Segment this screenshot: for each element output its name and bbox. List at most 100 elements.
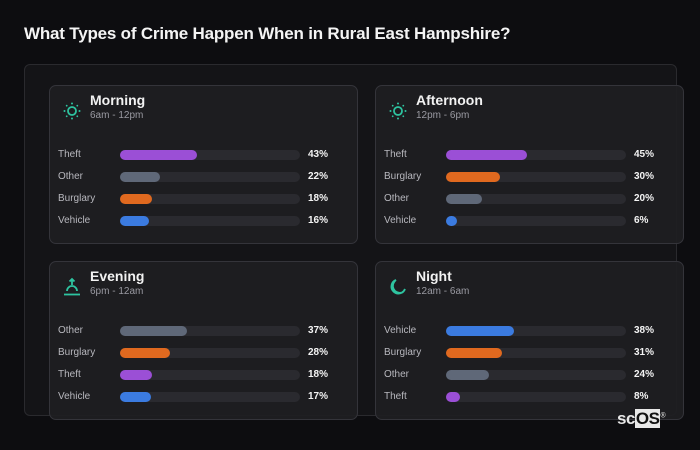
bar-value: 17% (308, 391, 329, 402)
bar-label: Burglary (58, 347, 96, 358)
bar-track (446, 370, 626, 380)
bar-label: Other (384, 369, 410, 380)
bar-value: 28% (308, 347, 329, 358)
bar-fill (446, 172, 500, 182)
bar-fill (120, 150, 198, 160)
bar-row: Other 20% (376, 192, 683, 206)
bar-track (120, 392, 300, 402)
bar-fill (120, 194, 153, 204)
bar-value: 30% (634, 171, 655, 182)
bar-fill (120, 326, 187, 336)
bar-track (120, 194, 300, 204)
page-title: What Types of Crime Happen When in Rural… (24, 24, 511, 43)
bar-label: Vehicle (384, 325, 417, 336)
bar-track (446, 150, 626, 160)
bar-label: Other (384, 193, 410, 204)
logo-mark: ® (660, 412, 666, 420)
bar-row: Theft 45% (376, 148, 683, 162)
scos-logo: scOS® (617, 409, 666, 429)
bar-row: Other 37% (50, 324, 357, 338)
bar-label: Theft (384, 149, 407, 160)
bar-value: 20% (634, 193, 655, 204)
bar-label: Theft (384, 391, 407, 402)
moon-icon (388, 277, 408, 297)
bar-value: 8% (634, 391, 649, 402)
bar-value: 18% (308, 369, 329, 380)
card-title: Afternoon (416, 92, 483, 108)
bar-track (446, 194, 626, 204)
bar-track (120, 348, 300, 358)
sun-icon (388, 101, 408, 121)
bar-label: Burglary (384, 171, 422, 182)
bar-row: Other 24% (376, 368, 683, 382)
bar-fill (446, 370, 490, 380)
bar-label: Vehicle (384, 215, 417, 226)
bar-track (446, 216, 626, 226)
bar-fill (446, 150, 527, 160)
bar-row: Vehicle 38% (376, 324, 683, 338)
bar-row: Vehicle 6% (376, 214, 683, 228)
bar-track (446, 392, 626, 402)
bar-label: Vehicle (58, 215, 91, 226)
bar-track (120, 172, 300, 182)
bar-row: Vehicle 17% (50, 390, 357, 404)
bar-label: Vehicle (58, 391, 91, 402)
bar-fill (120, 348, 171, 358)
bar-row: Burglary 30% (376, 170, 683, 184)
bar-value: 37% (308, 325, 329, 336)
card-evening: Evening 6pm - 12am Other 37% Burglary 28… (49, 261, 358, 420)
bar-row: Burglary 28% (50, 346, 357, 360)
bar-label: Burglary (384, 347, 422, 358)
bar-label: Theft (58, 369, 81, 380)
bar-fill (446, 216, 457, 226)
card-afternoon: Afternoon 12pm - 6pm Theft 45% Burglary … (375, 85, 684, 244)
bar-fill (120, 392, 151, 402)
bar-row: Other 22% (50, 170, 357, 184)
card-title: Evening (90, 268, 145, 284)
bar-row: Theft 18% (50, 368, 357, 382)
bar-row: Theft 8% (376, 390, 683, 404)
bar-track (120, 216, 300, 226)
bar-row: Burglary 31% (376, 346, 683, 360)
bar-label: Other (58, 325, 84, 336)
bar-fill (446, 348, 502, 358)
bar-fill (446, 326, 515, 336)
bar-label: Burglary (58, 193, 96, 204)
bar-value: 16% (308, 215, 329, 226)
bar-row: Theft 43% (50, 148, 357, 162)
sunset-icon (62, 277, 82, 297)
logo-highlight: OS (634, 409, 661, 428)
bar-row: Vehicle 16% (50, 214, 357, 228)
bar-row: Burglary 18% (50, 192, 357, 206)
bar-value: 38% (634, 325, 655, 336)
card-time-range: 6am - 12pm (90, 110, 144, 121)
bar-fill (120, 172, 160, 182)
bar-track (446, 348, 626, 358)
bar-value: 18% (308, 193, 329, 204)
bar-track (446, 172, 626, 182)
bar-fill (120, 370, 153, 380)
bar-value: 22% (308, 171, 329, 182)
card-time-range: 6pm - 12am (90, 286, 144, 297)
card-night: Night 12am - 6am Vehicle 38% Burglary 31… (375, 261, 684, 420)
card-time-range: 12am - 6am (416, 286, 470, 297)
bar-fill (446, 194, 482, 204)
card-title: Morning (90, 92, 146, 108)
card-time-range: 12pm - 6pm (416, 110, 470, 121)
bar-value: 45% (634, 149, 655, 160)
bar-label: Other (58, 171, 84, 182)
sun-icon (62, 101, 82, 121)
card-title: Night (416, 268, 452, 284)
bar-value: 43% (308, 149, 329, 160)
bar-track (120, 370, 300, 380)
bar-fill (446, 392, 461, 402)
bar-track (120, 326, 300, 336)
bar-track (120, 150, 300, 160)
bar-fill (120, 216, 149, 226)
bar-value: 31% (634, 347, 655, 358)
bar-label: Theft (58, 149, 81, 160)
bar-value: 6% (634, 215, 649, 226)
logo-prefix: sc (617, 409, 635, 428)
bar-track (446, 326, 626, 336)
card-morning: Morning 6am - 12pm Theft 43% Other 22% B… (49, 85, 358, 244)
